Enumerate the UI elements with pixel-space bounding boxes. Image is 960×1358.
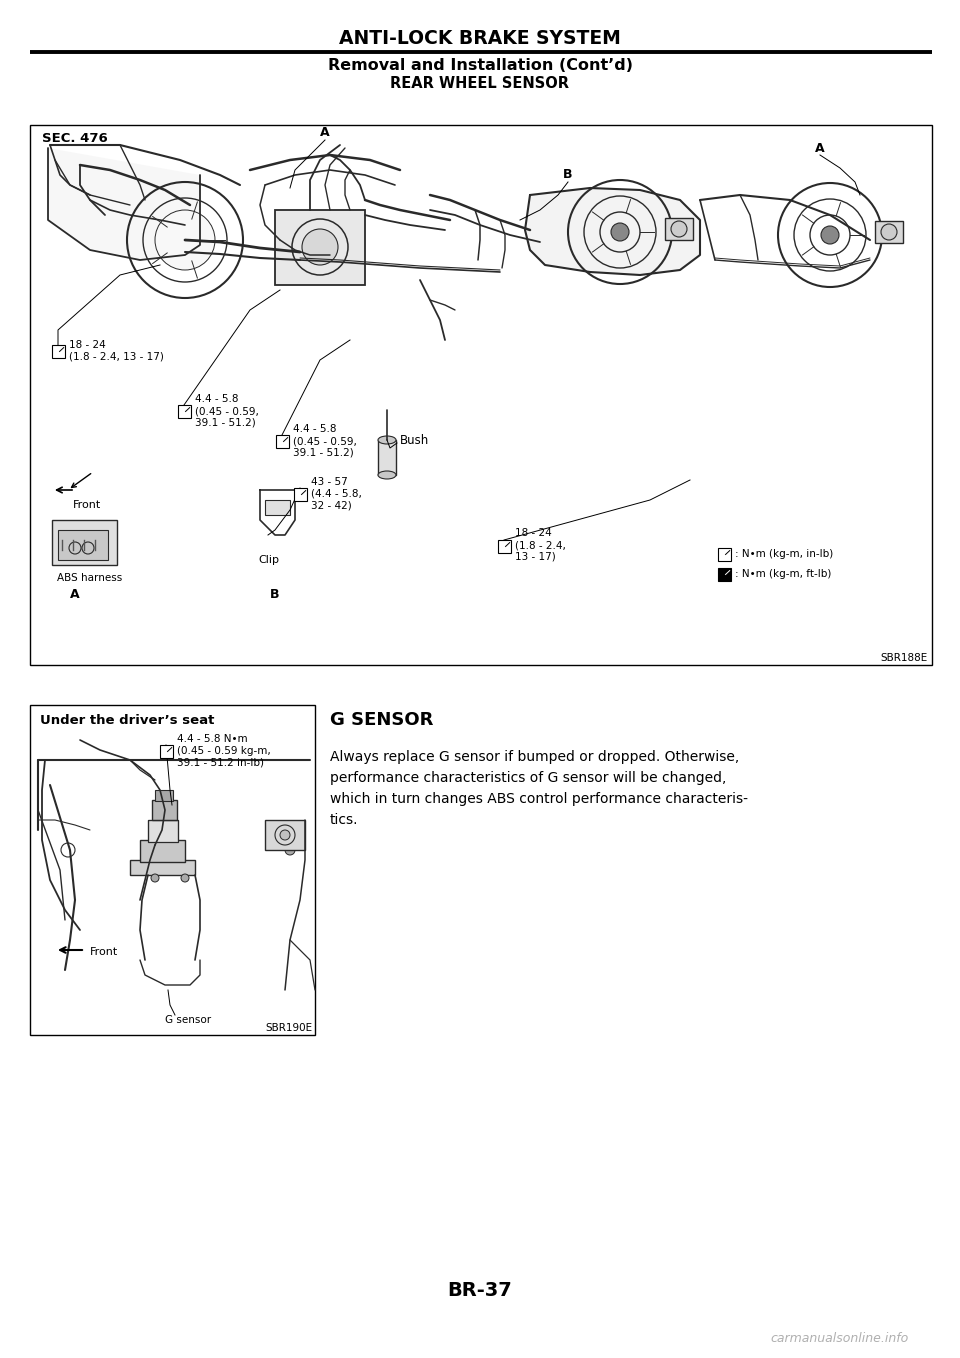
Text: A: A <box>321 126 330 140</box>
Bar <box>875 221 903 243</box>
Bar <box>275 210 365 285</box>
Text: ABS harness: ABS harness <box>57 573 122 583</box>
Bar <box>155 790 173 801</box>
Text: G SENSOR: G SENSOR <box>330 712 433 729</box>
Text: Clip: Clip <box>258 555 279 565</box>
Ellipse shape <box>175 230 195 250</box>
Text: carmanualsonline.info: carmanualsonline.info <box>771 1331 909 1344</box>
Text: tics.: tics. <box>330 813 358 827</box>
Text: SBR190E: SBR190E <box>265 1023 312 1033</box>
Bar <box>30 705 315 1035</box>
Bar <box>718 549 731 561</box>
Text: Under the driver’s seat: Under the driver’s seat <box>40 714 214 728</box>
Ellipse shape <box>378 436 396 444</box>
Text: which in turn changes ABS control performance characteris-: which in turn changes ABS control perfor… <box>330 792 748 807</box>
Ellipse shape <box>181 875 189 881</box>
Bar <box>130 860 195 875</box>
Bar <box>152 800 177 820</box>
Bar <box>30 125 932 665</box>
Text: SEC. 476: SEC. 476 <box>42 133 108 145</box>
Text: Removal and Installation (Cont’d): Removal and Installation (Cont’d) <box>327 58 633 73</box>
Text: Front: Front <box>73 500 101 511</box>
Bar <box>378 440 396 475</box>
Text: 4.4 - 5.8
(0.45 - 0.59,
39.1 - 51.2): 4.4 - 5.8 (0.45 - 0.59, 39.1 - 51.2) <box>195 394 259 428</box>
Ellipse shape <box>285 845 295 856</box>
Bar <box>160 746 173 758</box>
Text: B: B <box>564 168 573 182</box>
Text: A: A <box>70 588 80 600</box>
Polygon shape <box>48 148 200 259</box>
Text: 4.4 - 5.8 N•m
(0.45 - 0.59 kg-m,
39.1 - 51.2 in-lb): 4.4 - 5.8 N•m (0.45 - 0.59 kg-m, 39.1 - … <box>177 735 271 767</box>
Bar <box>52 345 65 359</box>
Bar <box>498 540 511 553</box>
Bar <box>718 568 731 581</box>
Ellipse shape <box>671 221 687 238</box>
Text: 4.4 - 5.8
(0.45 - 0.59,
39.1 - 51.2): 4.4 - 5.8 (0.45 - 0.59, 39.1 - 51.2) <box>293 425 357 458</box>
Text: : N•m (kg-m, ft-lb): : N•m (kg-m, ft-lb) <box>735 569 831 579</box>
Ellipse shape <box>155 210 215 270</box>
Text: Front: Front <box>90 947 118 957</box>
Bar <box>265 820 305 850</box>
Text: Bush: Bush <box>400 433 429 447</box>
Ellipse shape <box>821 225 839 244</box>
Ellipse shape <box>611 223 629 240</box>
Bar <box>665 219 693 240</box>
Ellipse shape <box>302 230 338 265</box>
Text: A: A <box>815 141 825 155</box>
Text: REAR WHEEL SENSOR: REAR WHEEL SENSOR <box>391 76 569 91</box>
Bar <box>276 435 289 448</box>
Text: SBR188E: SBR188E <box>880 653 928 663</box>
Polygon shape <box>525 187 700 276</box>
Text: BR-37: BR-37 <box>447 1281 513 1300</box>
Text: 18 - 24
(1.8 - 2.4,
13 - 17): 18 - 24 (1.8 - 2.4, 13 - 17) <box>515 528 565 562</box>
Text: B: B <box>271 588 279 600</box>
Bar <box>294 488 307 501</box>
Text: performance characteristics of G sensor will be changed,: performance characteristics of G sensor … <box>330 771 727 785</box>
Bar <box>52 520 117 565</box>
Bar <box>265 500 290 515</box>
Ellipse shape <box>280 830 290 841</box>
Text: 43 - 57
(4.4 - 5.8,
32 - 42): 43 - 57 (4.4 - 5.8, 32 - 42) <box>311 478 362 511</box>
Ellipse shape <box>378 471 396 479</box>
Text: Always replace G sensor if bumped or dropped. Otherwise,: Always replace G sensor if bumped or dro… <box>330 750 739 765</box>
Text: 18 - 24
(1.8 - 2.4, 13 - 17): 18 - 24 (1.8 - 2.4, 13 - 17) <box>69 341 164 361</box>
Text: ANTI-LOCK BRAKE SYSTEM: ANTI-LOCK BRAKE SYSTEM <box>339 29 621 48</box>
Text: : N•m (kg-m, in-lb): : N•m (kg-m, in-lb) <box>735 549 833 559</box>
Bar <box>148 820 178 842</box>
Ellipse shape <box>151 875 159 881</box>
Text: G sensor: G sensor <box>165 1014 211 1025</box>
Ellipse shape <box>881 224 897 240</box>
Bar <box>140 841 185 862</box>
Bar <box>178 405 191 418</box>
Bar <box>58 530 108 559</box>
